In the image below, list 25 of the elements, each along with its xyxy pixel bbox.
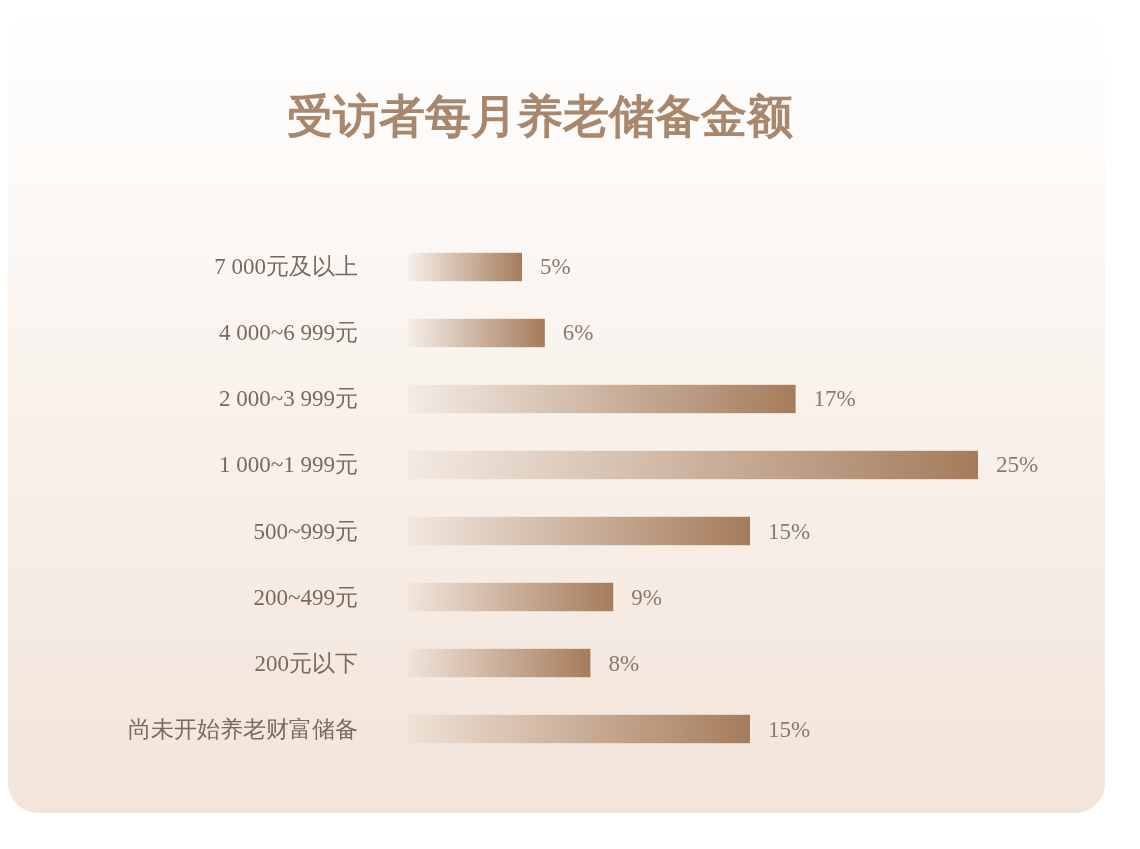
chart-title: 受访者每月养老储备金额 xyxy=(287,89,793,143)
y-tick-label: 500~999元 xyxy=(253,518,358,544)
y-tick-label: 200元以下 xyxy=(254,650,358,676)
data-label: 15% xyxy=(768,518,811,544)
data-label: 9% xyxy=(631,584,662,610)
data-label: 8% xyxy=(608,650,640,676)
data-label: 25% xyxy=(996,452,1039,478)
bar xyxy=(408,516,750,546)
y-tick-label: 200~499元 xyxy=(253,584,358,610)
bar xyxy=(408,648,591,678)
bar xyxy=(408,252,522,282)
data-label: 15% xyxy=(768,716,811,742)
y-tick-label: 尚未开始养老财富储备 xyxy=(128,716,358,742)
y-tick-label: 2 000~3 999元 xyxy=(219,386,358,412)
bar xyxy=(408,384,796,414)
bar xyxy=(408,450,978,480)
y-tick-label: 1 000~1 999元 xyxy=(219,452,358,478)
data-label: 6% xyxy=(562,320,594,346)
bar xyxy=(408,582,614,612)
data-label: 5% xyxy=(540,254,571,280)
y-tick-label: 4 000~6 999元 xyxy=(219,320,358,346)
y-tick-label: 7 000元及以上 xyxy=(214,254,358,280)
data-label: 17% xyxy=(813,386,856,412)
bar xyxy=(408,714,750,744)
bar xyxy=(408,318,545,348)
